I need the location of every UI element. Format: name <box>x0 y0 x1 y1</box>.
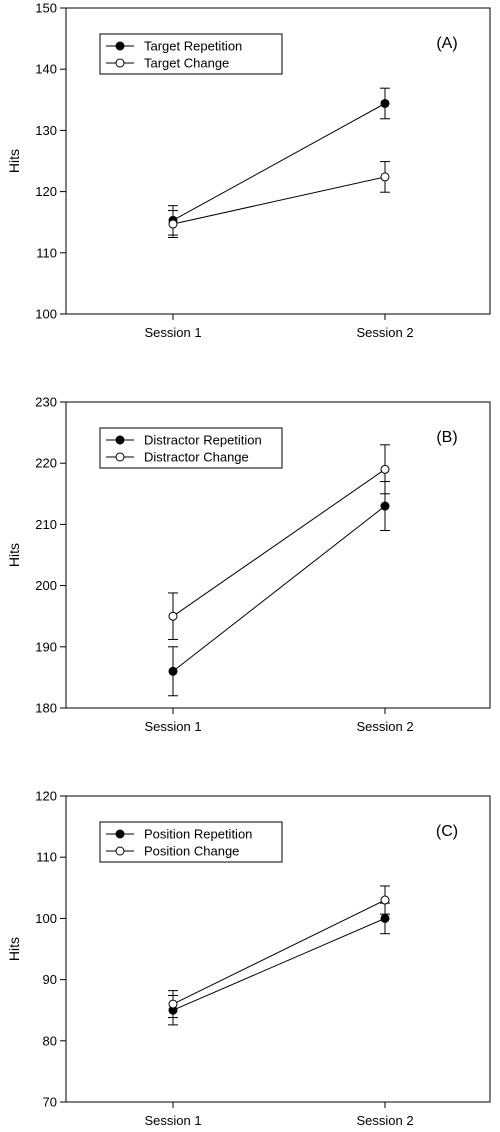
x-tick-label: Session 2 <box>356 719 413 734</box>
legend-marker <box>115 58 125 68</box>
series-line <box>172 176 386 225</box>
y-axis-label: Hits <box>6 543 22 567</box>
x-tick-label: Session 1 <box>144 325 201 340</box>
y-tick-label: 230 <box>35 395 57 410</box>
y-tick-label: 190 <box>35 639 57 654</box>
legend-entry: Target Change <box>144 56 229 71</box>
data-point <box>168 666 178 676</box>
series-line <box>172 505 386 672</box>
y-tick-label: 70 <box>43 1095 57 1110</box>
y-tick-label: 200 <box>35 578 57 593</box>
data-point <box>380 913 390 923</box>
data-point <box>380 464 390 474</box>
series-line <box>172 468 386 617</box>
data-point <box>380 98 390 108</box>
legend-box <box>99 821 283 863</box>
legend-box <box>99 427 283 469</box>
legend-entry: Distractor Repetition <box>144 433 262 448</box>
x-tick-label: Session 1 <box>144 719 201 734</box>
legend-entry: Position Change <box>144 844 239 859</box>
chart-panel-1: 100 110 120 130 140 150 Session 1 Session 2 Hits… <box>6 1 491 340</box>
legend-entry: Target Repetition <box>144 39 242 54</box>
y-axis-label: Hits <box>6 937 22 961</box>
legend-box <box>99 33 283 75</box>
y-tick-label: 210 <box>35 517 57 532</box>
y-tick-label: 80 <box>43 1033 57 1048</box>
data-point <box>168 611 178 621</box>
y-tick-label: 220 <box>35 456 57 471</box>
x-tick-label: Session 2 <box>356 325 413 340</box>
series-line <box>172 917 386 1011</box>
series-2 <box>168 161 390 238</box>
series-2 <box>168 444 390 640</box>
y-tick-label: 150 <box>35 1 57 16</box>
chart-panel-2: 180 190 200 210 220 230 Session 1 Session 2 Hits… <box>6 395 491 734</box>
plot-frame <box>65 795 491 1103</box>
panel-label: (B) <box>436 429 457 446</box>
x-tick-label: Session 1 <box>144 1113 201 1128</box>
series-1 <box>168 481 390 697</box>
data-point <box>380 501 390 511</box>
y-axis-label: Hits <box>6 149 22 173</box>
y-tick-label: 100 <box>35 307 57 322</box>
chart-panel-3: 70 80 90 100 110 120 Session 1 Session 2 Hits (C)… <box>6 789 491 1128</box>
legend-entry: Position Repetition <box>144 827 252 842</box>
legend-marker <box>115 452 125 462</box>
data-point <box>168 999 178 1009</box>
y-tick-label: 140 <box>35 62 57 77</box>
legend-marker <box>115 41 125 51</box>
series-1 <box>168 902 390 1026</box>
y-tick-label: 90 <box>43 972 57 987</box>
panel-label: (A) <box>436 35 457 52</box>
series-line <box>172 899 386 1005</box>
legend-marker <box>115 846 125 856</box>
y-tick-label: 120 <box>35 184 57 199</box>
y-tick-label: 100 <box>35 911 57 926</box>
data-point <box>168 219 178 229</box>
y-tick-label: 110 <box>36 245 57 260</box>
data-point <box>380 895 390 905</box>
panel-label: (C) <box>436 823 458 840</box>
plot-frame <box>65 7 491 315</box>
y-tick-label: 110 <box>36 850 57 865</box>
legend-marker <box>115 829 125 839</box>
series-line <box>172 103 386 221</box>
y-tick-label: 180 <box>35 701 57 716</box>
x-tick-label: Session 2 <box>356 1113 413 1128</box>
series-1 <box>168 87 390 236</box>
data-point <box>380 172 390 182</box>
y-tick-label: 130 <box>35 123 57 138</box>
plot-frame <box>65 401 491 709</box>
legend-entry: Distractor Change <box>144 450 249 465</box>
y-tick-label: 120 <box>35 789 57 804</box>
legend-marker <box>115 435 125 445</box>
